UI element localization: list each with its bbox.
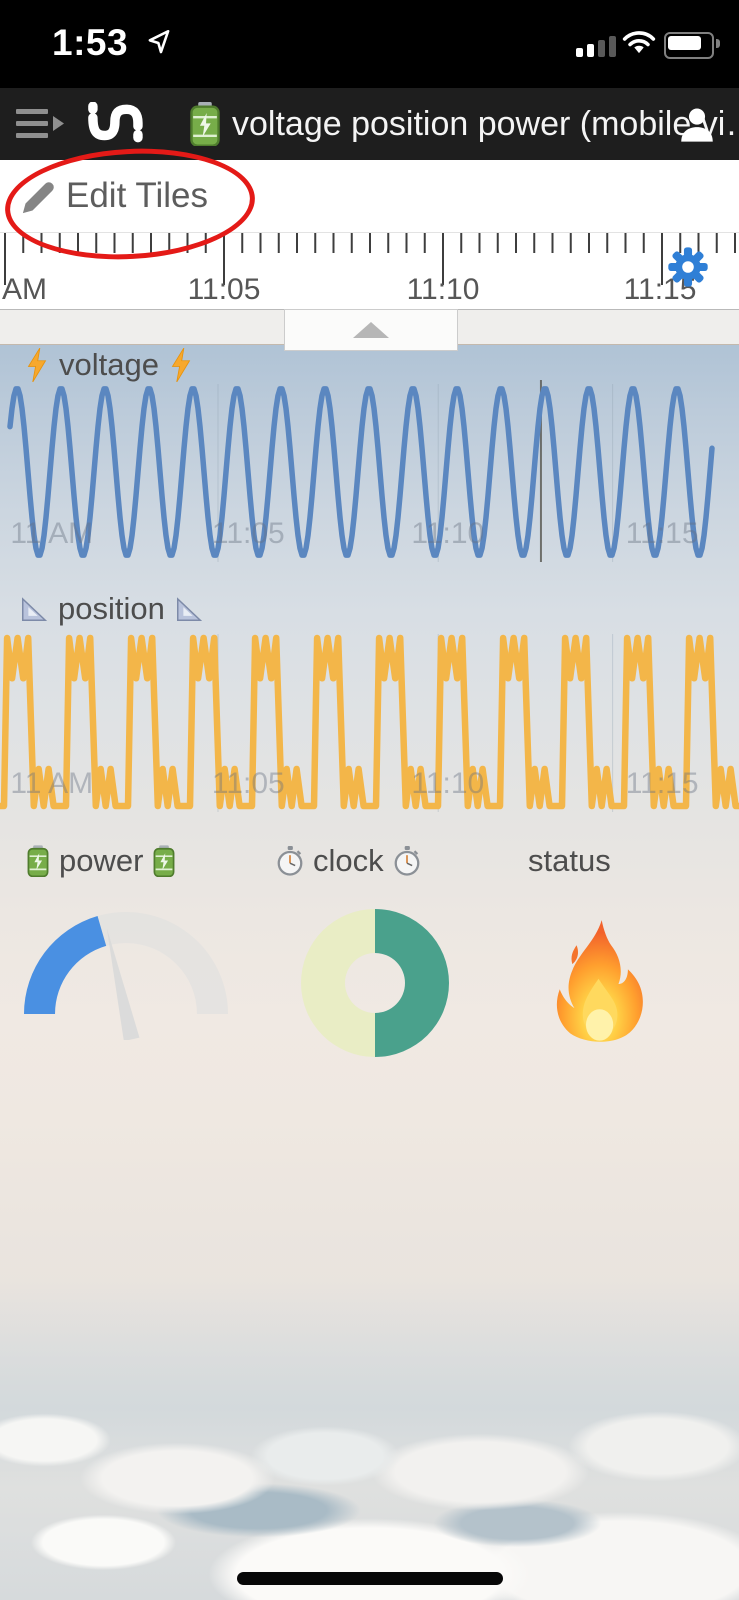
clock-time: 1:53	[52, 22, 129, 63]
tile-title-power: power	[26, 842, 176, 880]
dashboard-title: voltage position power (mobile vi…	[232, 104, 739, 143]
clock-donut-chart[interactable]	[298, 906, 452, 1060]
svg-text:11:05: 11:05	[212, 767, 285, 800]
stopwatch-icon	[394, 845, 420, 876]
ruler-label-1105: 11:05	[187, 273, 261, 306]
edit-tiles-label[interactable]: Edit Tiles	[66, 176, 208, 215]
person-icon[interactable]	[676, 104, 718, 146]
tile-title-position-text: position	[58, 591, 165, 626]
triangle-ruler-icon	[176, 597, 202, 621]
tile-title-clock: clock	[276, 842, 421, 880]
svg-text:11 AM: 11 AM	[10, 767, 93, 800]
ruler-ticks	[4, 233, 736, 285]
tile-title-position: position	[19, 590, 204, 628]
collapse-up-arrow-icon	[353, 322, 389, 338]
battery-nub	[716, 39, 720, 48]
power-gauge-chart[interactable]	[10, 900, 240, 1040]
triangle-ruler-icon	[22, 597, 48, 621]
clouds-background	[0, 1280, 739, 1600]
ruler-label-1110: 11:10	[406, 273, 480, 306]
svg-text:11:10: 11:10	[411, 517, 484, 550]
hamburger-menu-icon[interactable]	[16, 106, 66, 142]
battery-emoji-title	[190, 102, 220, 146]
edit-tiles-button[interactable]	[18, 176, 60, 223]
ruler-label-am: AM	[2, 273, 47, 306]
pencil-icon	[22, 182, 54, 214]
cellular-signal-icon	[576, 36, 616, 57]
voltage-line-chart[interactable]: 11 AM 11:05 11:10 11:15	[0, 378, 739, 566]
home-indicator-bar[interactable]	[237, 1572, 503, 1585]
svg-text:11:15: 11:15	[626, 767, 699, 800]
stopwatch-icon	[277, 845, 303, 876]
ios-status-bar: 1:53	[0, 0, 739, 88]
tile-title-clock-text: clock	[313, 843, 384, 878]
tile-title-status-text: status	[528, 843, 611, 878]
lightning-icon	[171, 348, 191, 382]
location-arrow-icon	[148, 29, 170, 54]
svg-text:11 AM: 11 AM	[10, 517, 93, 550]
edit-tiles-bar: Edit Tiles	[0, 160, 739, 232]
svg-text:11:10: 11:10	[411, 767, 484, 800]
tile-title-voltage: voltage	[24, 346, 194, 384]
lightning-icon	[27, 348, 47, 382]
battery-emoji-icon	[27, 845, 49, 877]
app-header: voltage position power (mobile vi…	[0, 88, 739, 160]
tile-title-voltage-text: voltage	[59, 347, 159, 382]
settings-gear-icon[interactable]	[666, 245, 710, 289]
svg-text:11:15: 11:15	[626, 517, 699, 550]
position-line-chart[interactable]: 11 AM 11:05 11:10 11:15	[0, 628, 739, 816]
svg-text:11:05: 11:05	[212, 517, 285, 550]
collapse-handle-button[interactable]	[284, 309, 458, 351]
battery-icon	[664, 32, 714, 59]
wifi-icon	[622, 31, 656, 54]
battery-emoji-icon	[153, 845, 175, 877]
tile-title-status: status	[528, 842, 611, 880]
sine-wave-logo	[88, 102, 143, 143]
tile-title-power-text: power	[59, 843, 144, 878]
fire-emoji[interactable]	[545, 918, 650, 1048]
